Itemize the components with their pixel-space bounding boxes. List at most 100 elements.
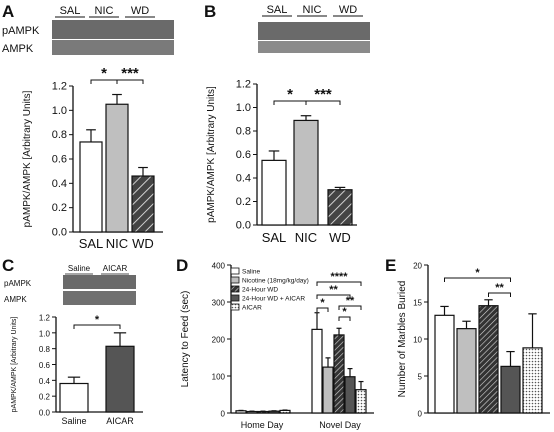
panel-a-x-label: NIC — [106, 236, 128, 251]
panel-a-nic-wd-sig-bracket — [116, 79, 144, 84]
panel-d-ytick-label: 0 — [221, 410, 226, 419]
panel-e-ytick-label: 20 — [413, 262, 422, 271]
panel-b-ytick-label: 1.0 — [236, 102, 251, 114]
panel-a-nic-wd-sig-label: *** — [121, 65, 139, 82]
panel-c-ytick-label: 1.0 — [39, 329, 51, 338]
panel-e-y-axis-label: Number of Marbles Buried — [397, 281, 408, 398]
panel-a-x-label: SAL — [79, 236, 104, 251]
blot-c-pampk-band — [63, 275, 136, 289]
panel-c-blot-label-ampk: AMPK — [4, 295, 27, 304]
panel-b-nic-wd-sig-bracket — [305, 100, 341, 105]
panel-d-x-label: Novel Day — [319, 420, 361, 430]
panel-b-y-axis-label: pAMPK/AMPK [Arbitrary Units] — [206, 86, 217, 223]
legend-swatch-nicotine — [230, 276, 240, 284]
panel-e-saline-bar — [434, 314, 455, 414]
legend-swatch-wd-aicar — [230, 294, 240, 302]
panel-d-sig-1-sig-label: ** — [329, 284, 338, 296]
panel-b-x-label: NIC — [295, 230, 317, 245]
panel-a-blot-label-pampk: pAMPK — [2, 25, 40, 37]
panel-c-blot-group-label: AICAR — [103, 264, 128, 273]
panel-c-x-label: AICAR — [106, 416, 134, 426]
panel-letter-e: E — [385, 256, 396, 275]
panel-a-ytick-label: 0.8 — [52, 129, 67, 141]
panel-a-ytick-label: 0.4 — [52, 178, 67, 190]
panel-d-sig-4-sig-bracket — [338, 305, 362, 310]
panel-d-y-axis-label: Latency to Feed (sec) — [180, 291, 191, 388]
panel-e-ytick-label: 5 — [418, 373, 423, 382]
legend-label-saline: Saline — [242, 269, 260, 276]
panel-c-ytick-label: 0.6 — [39, 361, 51, 370]
panel-a-y-axis-label: pAMPK/AMPK [Arbitrary Units] — [22, 90, 33, 227]
western-blots — [52, 20, 370, 305]
panel-c-ytick-label: 0.4 — [39, 377, 51, 386]
panel-e-24-hour-wd-aicar-bar — [500, 365, 521, 414]
panel-a-ytick-label: 0.0 — [52, 227, 67, 239]
panel-b-sal-nic-sig-label: * — [287, 86, 293, 103]
panel-d-24-hour-wd-aicar-g1-bar — [344, 376, 356, 414]
panel-c-ytick-label: 0.0 — [39, 409, 51, 418]
panel-d-ytick-label: 400 — [212, 262, 226, 271]
panel-c-y-axis-label: pAMPK/AMPK [Arbitrary Units] — [11, 317, 18, 413]
panel-d-aicar-g0-bar — [279, 409, 291, 414]
panel-d-sig-0-sig-bracket — [316, 307, 329, 312]
blot-c-ampk-band — [63, 291, 136, 305]
panel-d-ytick-label: 200 — [212, 336, 226, 345]
panel-d-sig-3-sig-label: * — [342, 306, 347, 318]
panel-letter-d: D — [176, 256, 188, 275]
panel-d-sig-2-sig-label: **** — [330, 271, 348, 283]
panel-e-wd-wdaicar-sig-label: ** — [495, 282, 504, 294]
panel-c-blot-group-label: Saline — [68, 264, 91, 273]
panel-b-ytick-label: 0.8 — [236, 126, 251, 138]
legend-swatch-aicar — [230, 303, 240, 311]
panel-b-ytick-label: 0.0 — [236, 220, 251, 232]
panel-b-blot-group-label: WD — [339, 4, 357, 16]
panel-a-sal-bar — [79, 141, 103, 233]
panel-b-blot-group-label: NIC — [303, 4, 322, 16]
panel-c-ytick-label: 1.2 — [39, 314, 51, 323]
blot-b-band-1 — [258, 22, 370, 40]
panel-d-saline-g1-bar — [311, 328, 323, 414]
panel-d-nicotine-18mg-kg-day--g1-bar — [322, 366, 334, 414]
panel-d-ytick-label: 300 — [212, 299, 226, 308]
panel-a-blot-group-label: NIC — [95, 5, 114, 17]
panel-b-nic-wd-sig-label: *** — [314, 86, 332, 103]
panel-d-24-hour-wd-g1-bar — [333, 334, 345, 414]
panel-b-x-label: SAL — [262, 230, 287, 245]
panel-e-saline-wdaicar-sig-bracket — [444, 277, 511, 282]
blot-a-pampk-band — [52, 20, 174, 39]
legend-label-wd: 24-Hour WD — [242, 287, 278, 294]
panel-e-24-hour-wd-bar — [478, 305, 499, 414]
panel-d-x-label: Home Day — [241, 420, 284, 430]
panel-a-sal-nic-sig-label: * — [101, 65, 107, 82]
panel-b-x-label: WD — [329, 230, 351, 245]
panel-d-sig-2-sig-bracket — [316, 281, 362, 286]
panel-a-wd-bar — [131, 175, 155, 233]
panel-b-ytick-label: 0.6 — [236, 149, 251, 161]
panel-e-ytick-label: 10 — [413, 336, 422, 345]
panel-a-ytick-label: 0.6 — [52, 154, 67, 166]
panel-a-blot-group-label: SAL — [60, 5, 81, 17]
panel-d-sig-1-sig-bracket — [316, 294, 351, 299]
legend-swatch-wd — [230, 285, 240, 293]
panel-b-blot-group-label: SAL — [267, 4, 288, 16]
panel-letter-c: C — [2, 256, 14, 275]
panel-a-ytick-label: 1.2 — [52, 81, 67, 93]
panel-c-saline-aicar-sig-bracket — [73, 324, 121, 329]
panel-b-nic-bar — [293, 119, 319, 226]
panel-d-sig-0-sig-label: * — [320, 297, 325, 309]
legend-label-aicar: AICAR — [242, 305, 262, 312]
panel-a-x-label: WD — [132, 236, 154, 251]
panel-e-nicotine-18mg-kg-day--bar — [456, 328, 477, 414]
panel-d-aicar-g1-bar — [355, 389, 367, 414]
legend-label-wd-aicar: 24-Hour WD + AICAR — [242, 296, 305, 303]
panel-d-24-hour-wd-aicar-g0-bar — [268, 410, 280, 414]
panel-c-aicar-bar — [105, 345, 135, 413]
panel-a-blot-label-ampk: AMPK — [2, 43, 34, 55]
panel-a-blot-group-label: WD — [131, 5, 149, 17]
panel-e-ytick-label: 15 — [413, 299, 422, 308]
blot-b-band-2 — [258, 41, 370, 53]
panel-d-sig-3-sig-bracket — [338, 316, 351, 321]
panel-letter-a: A — [2, 2, 14, 21]
panel-c-blot-label-pampk: pAMPK — [4, 279, 32, 288]
